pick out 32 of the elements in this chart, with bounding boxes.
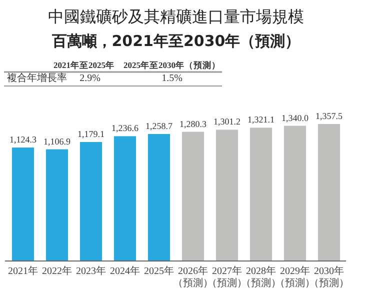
- bar: [318, 124, 340, 261]
- data-label: 1,124.3: [10, 134, 37, 145]
- data-label: 1,301.2: [214, 116, 240, 127]
- bar: [46, 149, 68, 261]
- chart-title: 中國鐵礦砂及其精礦進口量市場規模: [48, 7, 304, 26]
- data-label: 1,106.9: [44, 136, 71, 146]
- bar: [284, 126, 306, 261]
- x-tick-label: 2025年: [144, 265, 174, 277]
- data-label: 1,258.7: [146, 120, 173, 131]
- text: 2.9%: [80, 73, 100, 84]
- data-label: 1,179.1: [78, 129, 104, 140]
- chart-subtitle: 百萬噸，2021年至2030年（預測）: [50, 32, 300, 50]
- x-tick-label: 2021年: [8, 265, 38, 277]
- bar: [12, 148, 34, 261]
- bar: [250, 128, 272, 261]
- bar: [80, 142, 102, 261]
- data-label: 1,321.1: [248, 114, 274, 125]
- x-tick-label: 2022年: [42, 265, 72, 277]
- text: 複合年增長率: [7, 72, 67, 84]
- data-label: 1,357.5: [316, 111, 343, 121]
- bar: [182, 132, 204, 261]
- data-label: 1,280.3: [180, 118, 207, 129]
- text: 1.5%: [162, 73, 182, 84]
- x-tick-label: 2024年: [110, 265, 140, 277]
- x-tick-label: 2023年: [76, 265, 106, 277]
- text: 2021年至2025年: [54, 60, 114, 70]
- data-label: 1,340.0: [282, 112, 309, 123]
- text: 2025年至2030年（預測）: [124, 60, 220, 70]
- data-label: 1,236.6: [112, 123, 139, 134]
- bar: [114, 136, 136, 261]
- bar: [148, 134, 170, 261]
- bar: [216, 130, 238, 261]
